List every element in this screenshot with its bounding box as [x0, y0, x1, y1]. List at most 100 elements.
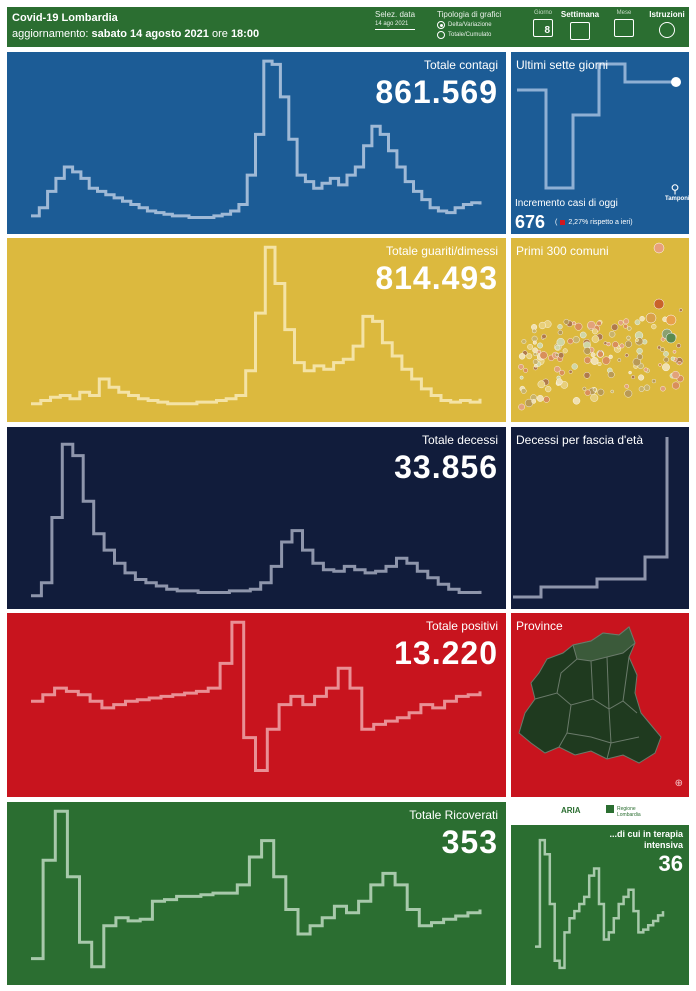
comune-bubble — [660, 385, 666, 392]
value-totale-positivi: 13.220 — [394, 635, 498, 671]
label-totale-ricoverati: Totale Ricoverati — [409, 808, 498, 822]
ricoverati-line-chart — [31, 809, 482, 969]
comune-bubble — [583, 371, 591, 379]
title-province: Province — [516, 619, 563, 633]
sette-giorni-chart — [517, 62, 681, 190]
comune-bubble — [556, 378, 563, 386]
comune-bubble — [579, 331, 587, 339]
comune-bubble — [624, 340, 632, 348]
panel-province[interactable]: Province ⊕ — [511, 613, 689, 797]
radio-totale[interactable]: Totale/Cumulato — [437, 31, 501, 39]
comune-bubble — [634, 319, 641, 326]
comune-bubble — [541, 333, 547, 339]
comune-bubble — [567, 338, 574, 345]
comune-bubble — [608, 331, 616, 338]
comune-bubble — [587, 320, 596, 330]
panel-primi-300-comuni[interactable]: Primi 300 comuni — [511, 238, 689, 422]
comune-bubble — [645, 312, 657, 324]
tamponi-button[interactable]: ⚲ Tamponi — [665, 182, 690, 202]
comune-bubble — [628, 370, 632, 375]
date-selector[interactable]: Selez. data 14 ago 2021 — [375, 10, 416, 30]
comune-bubble — [624, 353, 629, 358]
comune-bubble — [624, 389, 633, 398]
comune-bubble — [554, 365, 561, 373]
comune-bubble — [527, 344, 533, 350]
comune-bubble — [568, 369, 573, 374]
title-primi-comuni: Primi 300 comuni — [516, 244, 609, 258]
zoom-icon[interactable]: ⊕ — [674, 778, 683, 789]
comune-bubble — [636, 353, 643, 360]
header-bar: Covid-19 Lombardia aggiornamento: sabato… — [7, 7, 689, 47]
decessi-line-chart — [31, 442, 482, 598]
comune-bubble — [521, 339, 527, 344]
comune-bubble — [571, 363, 578, 370]
comune-bubble — [572, 336, 580, 344]
comune-bubble — [651, 379, 656, 384]
panel-totale-positivi[interactable]: Totale positivi 13.220 — [7, 613, 506, 797]
red-square-icon — [560, 220, 566, 225]
comune-bubble — [574, 322, 583, 331]
comune-bubble — [538, 321, 547, 330]
comune-bubble — [557, 324, 563, 330]
pct-variazione: ( 2,27% rispetto a ieri) — [555, 219, 633, 226]
guariti-line-chart — [31, 245, 482, 406]
comune-bubble — [610, 389, 614, 394]
update-time: 18:00 — [230, 28, 260, 40]
comune-bubble — [671, 370, 680, 379]
comune-bubble — [554, 353, 559, 357]
comune-bubble — [607, 371, 615, 379]
comune-bubble — [602, 356, 611, 365]
comune-bubble — [676, 343, 681, 348]
comune-bubble — [596, 320, 602, 327]
panel-ultimi-sette-giorni[interactable]: Ultimi sette giorni Incremento casi di o… — [511, 52, 690, 234]
comune-bubble — [519, 375, 524, 380]
comune-bubble — [597, 388, 605, 396]
comune-bubble — [663, 351, 669, 357]
panel-totale-guariti[interactable]: Totale guariti/dimessi 814.493 — [7, 238, 506, 422]
label-totale-decessi: Totale decessi — [421, 433, 498, 447]
panel-totale-ricoverati[interactable]: Totale Ricoverati 353 — [7, 802, 506, 985]
comune-bubble — [603, 341, 608, 345]
lombardia-map — [518, 626, 662, 764]
date-select-value[interactable]: 14 ago 2021 — [375, 21, 416, 30]
value-totale-contagi: 861.569 — [375, 74, 498, 110]
aria-logo: ARIA — [561, 806, 581, 815]
comune-bubble — [590, 393, 599, 402]
comune-bubble — [617, 358, 622, 362]
comune-bubble — [626, 335, 631, 340]
regione-logo: Regione Lombardia — [617, 806, 641, 818]
value-incremento: 676 — [515, 212, 546, 232]
title-ultimi-sette: Ultimi sette giorni — [516, 58, 609, 72]
comune-bubble — [623, 318, 630, 325]
comune-bubble — [606, 341, 611, 347]
radio-delta[interactable]: Delta/Variazione — [437, 21, 501, 29]
comune-bubble — [520, 388, 527, 394]
comune-bubble — [643, 384, 651, 391]
comune-bubble — [597, 361, 602, 366]
radio-selected-icon — [437, 21, 445, 29]
nav-settimana[interactable]: Settimana — [560, 10, 600, 40]
comune-bubble — [636, 347, 643, 355]
panel-totale-contagi[interactable]: Totale contagi 861.569 — [7, 52, 506, 234]
comune-bubble — [638, 374, 645, 381]
comune-bubble — [582, 386, 587, 391]
comune-bubble — [545, 386, 552, 393]
comune-bubble — [618, 319, 624, 326]
nav-mese[interactable]: Mese — [604, 10, 644, 37]
value-totale-ricoverati: 353 — [441, 824, 498, 860]
comune-bubble — [592, 387, 597, 392]
regione-logo-icon — [606, 805, 614, 813]
comune-bubble — [611, 323, 619, 331]
nav-istruzioni[interactable]: Istruzioni — [647, 10, 687, 38]
comune-bubble — [532, 328, 537, 334]
app-title: Covid-19 Lombardia — [12, 12, 118, 24]
panel-totale-decessi[interactable]: Totale decessi 33.856 — [7, 427, 506, 609]
comune-bubble — [624, 383, 629, 389]
comune-bubble — [592, 328, 598, 335]
panel-terapia-intensiva[interactable]: ...di cui in terapia intensiva 36 — [511, 825, 689, 985]
comune-bubble — [536, 394, 544, 402]
terapia-line-chart — [535, 838, 665, 970]
nav-giorno[interactable]: Giorno 8 — [533, 10, 553, 37]
panel-decessi-eta[interactable]: Decessi per fascia d'età — [511, 427, 689, 609]
comune-bubble — [627, 326, 632, 331]
